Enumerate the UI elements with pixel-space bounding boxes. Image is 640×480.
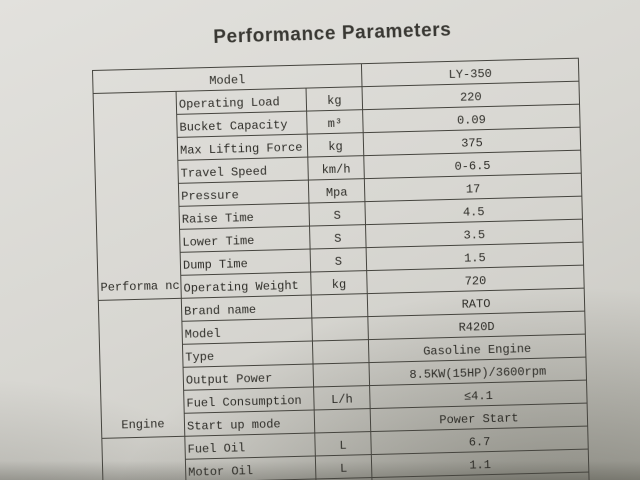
section-cell-engine: Engine [98, 298, 185, 439]
param-label: Motor Oil [185, 455, 316, 480]
param-unit: S [309, 224, 367, 250]
section-cell-capacity: Capacity [101, 436, 187, 480]
param-label: Operating Load [176, 88, 307, 115]
param-unit [314, 408, 371, 433]
param-unit: kg [307, 132, 364, 158]
param-label: Raise Time [178, 203, 310, 230]
param-unit [311, 293, 368, 319]
param-unit [312, 339, 369, 365]
param-label: Lower Time [179, 226, 311, 253]
param-label: Output Power [183, 364, 314, 391]
param-unit: kg [310, 270, 368, 296]
param-label: Start up mode [184, 409, 315, 437]
param-unit: kg [306, 86, 363, 112]
page-title: Performance Parameters [213, 19, 452, 48]
param-label: Bucket Capacity [176, 111, 308, 138]
param-unit: S [308, 201, 366, 227]
param-unit [313, 362, 370, 387]
param-label: Fuel Consumption [183, 386, 315, 414]
param-label: Fuel Oil [184, 432, 316, 460]
param-unit: m³ [306, 109, 364, 135]
param-unit [311, 316, 369, 342]
param-label: Brand name [181, 295, 312, 322]
performance-parameters-table: Model LY-350 Performa nce Operating Load… [92, 57, 590, 480]
param-unit: L [314, 431, 372, 456]
param-label: Operating Weight [180, 272, 312, 299]
param-label: Max Lifting Force [177, 134, 308, 161]
param-label: Type [182, 341, 314, 368]
section-cell-performance: Performa nce [93, 91, 182, 301]
param-unit: S [310, 247, 367, 273]
param-label: Pressure [178, 180, 309, 207]
param-label: Model [181, 318, 313, 345]
param-label: Dump Time [180, 249, 311, 276]
param-label: Travel Speed [177, 157, 309, 184]
param-unit: L [315, 454, 372, 479]
param-unit: km/h [307, 155, 365, 181]
param-unit: L/h [313, 385, 371, 410]
param-unit: Mpa [308, 178, 365, 204]
